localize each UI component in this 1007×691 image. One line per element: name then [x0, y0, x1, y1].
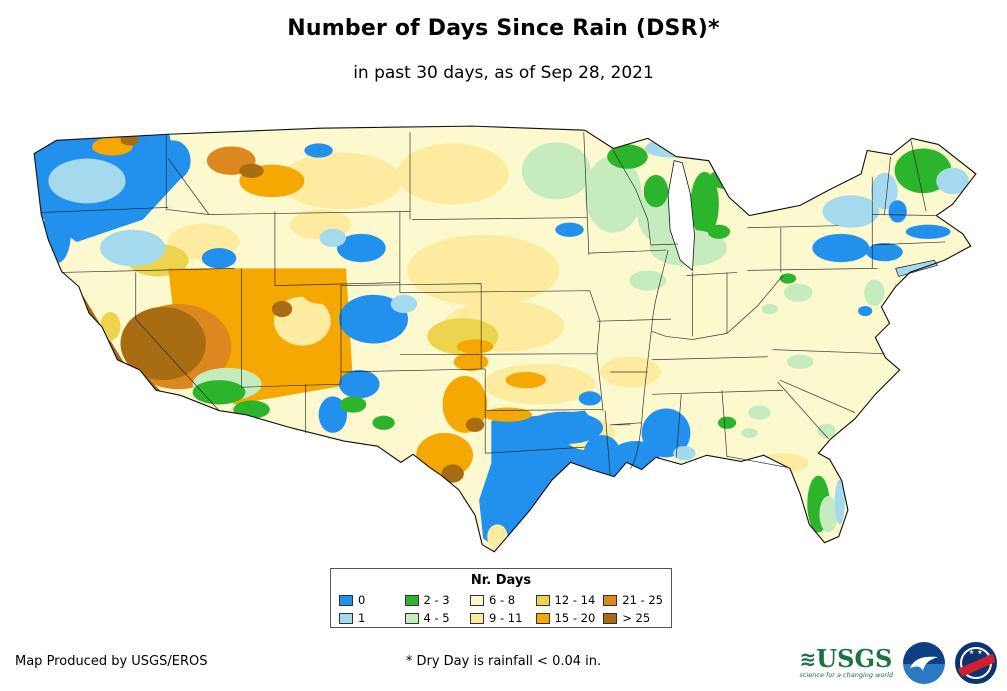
usgs-logo: ≋ USGS science for a changing world [799, 647, 893, 679]
legend-item: 21 - 25 [603, 592, 663, 608]
legend-swatch [470, 612, 485, 624]
legend-swatch [404, 612, 419, 624]
legend-item: 0 [339, 592, 397, 608]
legend-item: 9 - 11 [470, 610, 528, 626]
footnote: * Dry Day is rainfall < 0.04 in. [405, 654, 602, 669]
usgs-tagline: science for a changing world [799, 671, 893, 680]
legend-item: 6 - 8 [470, 592, 528, 608]
legend-label: 0 [358, 593, 366, 607]
long-island [895, 259, 938, 277]
legend-swatch [339, 594, 353, 606]
us-outline [33, 125, 977, 553]
legend-item: 15 - 20 [535, 610, 596, 626]
map-title: Number of Days Since Rain (DSR)* [287, 16, 720, 41]
usgs-wave-icon: ≋ [799, 647, 816, 672]
state-borders [41, 132, 946, 476]
legend-swatch [339, 612, 353, 624]
map-subtitle: in past 30 days, as of Sep 28, 2021 [353, 63, 654, 83]
legend-label: 9 - 11 [489, 611, 523, 625]
header: Number of Days Since Rain (DSR)* in past… [0, 0, 1007, 83]
legend-swatch [470, 594, 485, 606]
legend-label: > 25 [622, 611, 651, 625]
legend-grid: 0 1 2 - 3 4 - 5 6 - 8 9 - 11 12 - 14 15 … [339, 592, 663, 626]
legend-label: 21 - 25 [622, 593, 663, 607]
credit-text: Map Produced by USGS/EROS [15, 654, 208, 669]
legend-swatch [535, 594, 550, 606]
legend-title: Nr. Days [470, 573, 532, 588]
legend-swatch [603, 594, 618, 606]
legend-swatch [404, 594, 419, 606]
map-legend: Nr. Days 0 1 2 - 3 4 - 5 6 - 8 9 - 11 12… [330, 568, 672, 628]
legend-label: 2 - 3 [423, 593, 450, 607]
legend-label: 12 - 14 [554, 593, 596, 607]
us-map [11, 118, 996, 565]
noaa-bird-icon [910, 656, 938, 671]
legend-label: 4 - 5 [423, 611, 450, 625]
noaa-logo [903, 642, 945, 684]
map-fill-layer [34, 126, 976, 552]
legend-item: 1 [339, 610, 397, 626]
nws-logo: ★ ★ [955, 642, 997, 684]
nws-logo-text: ★ ★ [968, 649, 984, 656]
legend-label: 15 - 20 [554, 611, 596, 625]
legend-label: 1 [358, 611, 366, 625]
usgs-logo-text: USGS [816, 644, 893, 674]
legend-item: 12 - 14 [535, 592, 596, 608]
us-map-svg [33, 125, 977, 553]
legend-label: 6 - 8 [489, 593, 516, 607]
footer: * Dry Day is rainfall < 0.04 in. Map Pro… [0, 640, 1007, 691]
legend-swatch [535, 612, 550, 624]
lake-michigan [667, 160, 695, 272]
legend-swatch [603, 612, 618, 624]
legend-item: 2 - 3 [404, 592, 463, 608]
logo-group: ≋ USGS science for a changing world ★ ★ [799, 642, 997, 684]
legend-item: 4 - 5 [404, 610, 463, 626]
legend-item: > 25 [603, 610, 663, 626]
